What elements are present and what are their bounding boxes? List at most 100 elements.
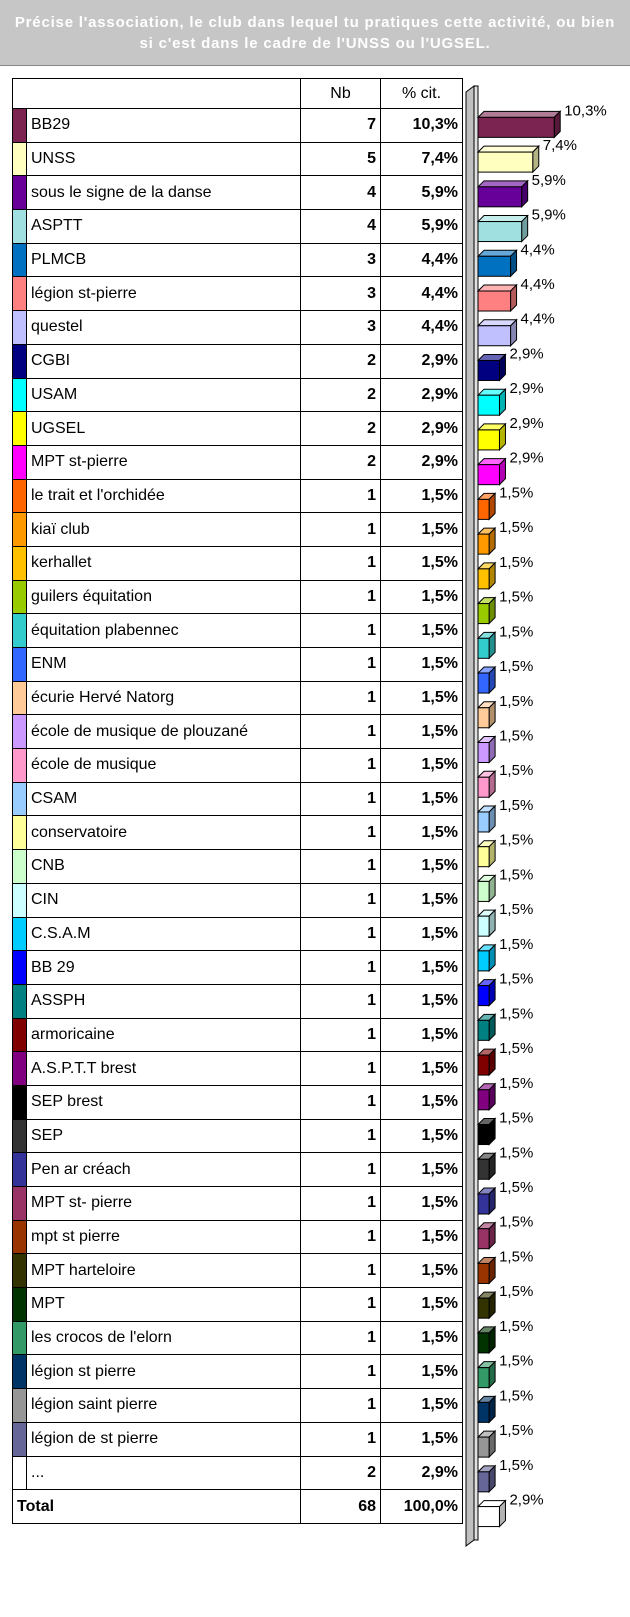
- bar: [477, 1054, 490, 1076]
- bar: [477, 811, 490, 833]
- row-label: CNB: [26, 849, 301, 884]
- row-label: kiaï club: [26, 512, 301, 547]
- table-row: kerhallet 1 1,5%: [12, 545, 463, 581]
- bar-label: 1,5%: [499, 658, 533, 675]
- table-row: ASSPH 1 1,5%: [12, 983, 463, 1019]
- bar-label: 2,9%: [509, 450, 543, 467]
- row-percent: 1,5%: [380, 882, 463, 918]
- table-row: équitation plabennec 1 1,5%: [12, 613, 463, 648]
- row-percent: 1,5%: [380, 1253, 463, 1289]
- bar-label: 1,5%: [499, 1422, 533, 1439]
- row-percent: 1,5%: [380, 512, 463, 547]
- color-swatch: [12, 882, 27, 918]
- total-percent: 100,0%: [380, 1489, 463, 1524]
- color-swatch: [12, 444, 27, 480]
- row-percent: 1,5%: [380, 1354, 463, 1390]
- table-row: écurie Hervé Natorg 1 1,5%: [12, 680, 463, 716]
- color-swatch: [12, 411, 27, 446]
- row-label: Pen ar créach: [26, 1152, 301, 1187]
- bar-label: 1,5%: [499, 554, 533, 571]
- table-row: PLMCB 3 4,4%: [12, 242, 463, 278]
- row-percent: 1,5%: [380, 1421, 463, 1457]
- table-row: BB29 7 10,3%: [12, 108, 463, 143]
- row-label: MPT st- pierre: [26, 1186, 301, 1221]
- color-swatch: [12, 849, 27, 884]
- bar: [477, 742, 490, 764]
- row-label: ...: [26, 1455, 301, 1491]
- bar: [477, 568, 490, 590]
- table-row: armoricaine 1 1,5%: [12, 1017, 463, 1053]
- table-row: CSAM 1 1,5%: [12, 781, 463, 817]
- bar: [477, 394, 500, 416]
- bar-label: 2,9%: [509, 345, 543, 362]
- bar-label: 2,9%: [509, 380, 543, 397]
- bar-label: 1,5%: [499, 1248, 533, 1265]
- color-swatch: [12, 1388, 27, 1423]
- row-percent: 1,5%: [380, 1152, 463, 1187]
- bar: [477, 1436, 490, 1458]
- color-swatch: [12, 1186, 27, 1221]
- row-label: CIN: [26, 882, 301, 918]
- bar-label: 4,4%: [521, 276, 555, 293]
- table-row: école de musique 1 1,5%: [12, 748, 463, 783]
- row-count: 1: [300, 950, 381, 985]
- bar: [477, 1506, 500, 1528]
- total-row: Total 68 100,0%: [12, 1489, 463, 1524]
- bar-label: 5,9%: [532, 172, 566, 189]
- bar-top: [476, 110, 562, 118]
- row-label: ASSPH: [26, 983, 301, 1019]
- table-row: kiaï club 1 1,5%: [12, 512, 463, 547]
- color-swatch: [12, 1051, 27, 1086]
- bar: [477, 498, 490, 520]
- table-row: légion st pierre 1 1,5%: [12, 1354, 463, 1390]
- color-swatch: [12, 209, 27, 244]
- bar: [477, 1262, 490, 1284]
- row-count: 2: [300, 411, 381, 446]
- bar: [477, 1124, 490, 1146]
- bar-label: 10,3%: [564, 102, 607, 119]
- row-label: SEP brest: [26, 1084, 301, 1120]
- bar: [477, 429, 500, 451]
- table-row: MPT harteloire 1 1,5%: [12, 1253, 463, 1289]
- bar-label: 1,5%: [499, 832, 533, 849]
- row-label: A.S.P.T.T brest: [26, 1051, 301, 1086]
- row-label: les crocos de l'elorn: [26, 1320, 301, 1356]
- bar-label: 1,5%: [499, 589, 533, 606]
- row-percent: 1,5%: [380, 1219, 463, 1255]
- bar-label: 1,5%: [499, 1110, 533, 1127]
- bar: [477, 1228, 490, 1250]
- row-count: 1: [300, 613, 381, 648]
- row-label: MPT harteloire: [26, 1253, 301, 1289]
- row-percent: 4,4%: [380, 310, 463, 345]
- row-count: 1: [300, 1152, 381, 1187]
- bar-label: 1,5%: [499, 728, 533, 745]
- color-swatch: [12, 343, 27, 379]
- bar-label: 1,5%: [499, 797, 533, 814]
- row-percent: 1,5%: [380, 579, 463, 615]
- bar: [477, 846, 490, 868]
- bar: [477, 915, 490, 937]
- bar-top: [476, 180, 529, 188]
- bar: [477, 707, 490, 729]
- bar-label: 1,5%: [499, 762, 533, 779]
- row-percent: 2,9%: [380, 411, 463, 446]
- bar: [477, 464, 500, 486]
- bar-label: 1,5%: [499, 866, 533, 883]
- title: Précise l'association, le club dans lequ…: [0, 0, 630, 66]
- row-label: légion de st pierre: [26, 1421, 301, 1457]
- bar-label: 1,5%: [499, 1005, 533, 1022]
- row-count: 1: [300, 1253, 381, 1289]
- bar-label: 1,5%: [499, 901, 533, 918]
- bar: [477, 1332, 490, 1354]
- row-count: 2: [300, 343, 381, 379]
- bar-label: 1,5%: [499, 936, 533, 953]
- axis-wall: [465, 85, 475, 1547]
- row-count: 1: [300, 1017, 381, 1053]
- row-percent: 2,9%: [380, 444, 463, 480]
- bar: [477, 186, 523, 208]
- bar: [477, 672, 490, 694]
- row-percent: 1,5%: [380, 1287, 463, 1322]
- row-count: 2: [300, 1455, 381, 1491]
- table-row: guilers équitation 1 1,5%: [12, 579, 463, 615]
- bar: [477, 1158, 490, 1180]
